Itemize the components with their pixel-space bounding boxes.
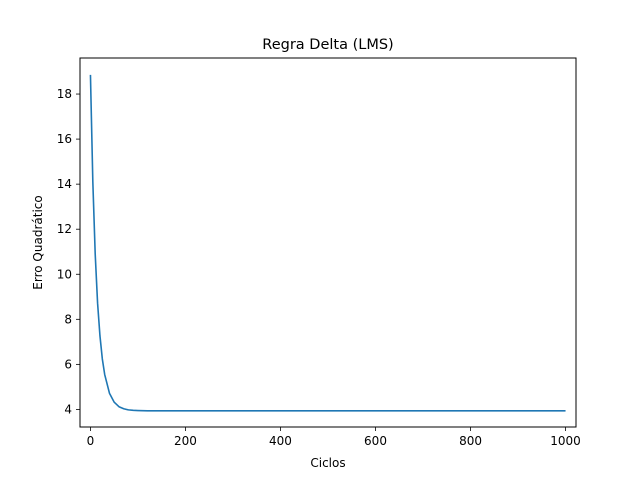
y-axis-ticks: 4 6 8 10 12 14 16 18 bbox=[57, 87, 80, 416]
x-axis-ticks: 0 200 400 600 800 1000 bbox=[87, 427, 581, 448]
x-tick-label: 400 bbox=[269, 434, 292, 448]
y-tick-label: 16 bbox=[57, 132, 72, 146]
x-axis-label: Ciclos bbox=[310, 456, 345, 470]
x-tick-label: 200 bbox=[174, 434, 197, 448]
chart-title: Regra Delta (LMS) bbox=[262, 37, 393, 53]
x-tick-label: 800 bbox=[459, 434, 482, 448]
y-axis-label: Erro Quadrático bbox=[31, 195, 45, 289]
y-tick-label: 10 bbox=[57, 267, 72, 281]
y-tick-label: 18 bbox=[57, 87, 72, 101]
y-tick-label: 14 bbox=[57, 177, 72, 191]
series-layer bbox=[89, 74, 566, 412]
plot-area bbox=[79, 57, 577, 428]
y-tick-label: 12 bbox=[57, 222, 72, 236]
x-tick-label: 1000 bbox=[550, 434, 581, 448]
y-tick-label: 8 bbox=[64, 312, 72, 326]
series-line-0 bbox=[89, 74, 566, 412]
y-tick-label: 6 bbox=[64, 357, 72, 371]
y-tick-label: 4 bbox=[64, 402, 72, 416]
axes-frame bbox=[79, 57, 577, 428]
x-tick-label: 0 bbox=[87, 434, 95, 448]
x-tick-label: 600 bbox=[364, 434, 387, 448]
